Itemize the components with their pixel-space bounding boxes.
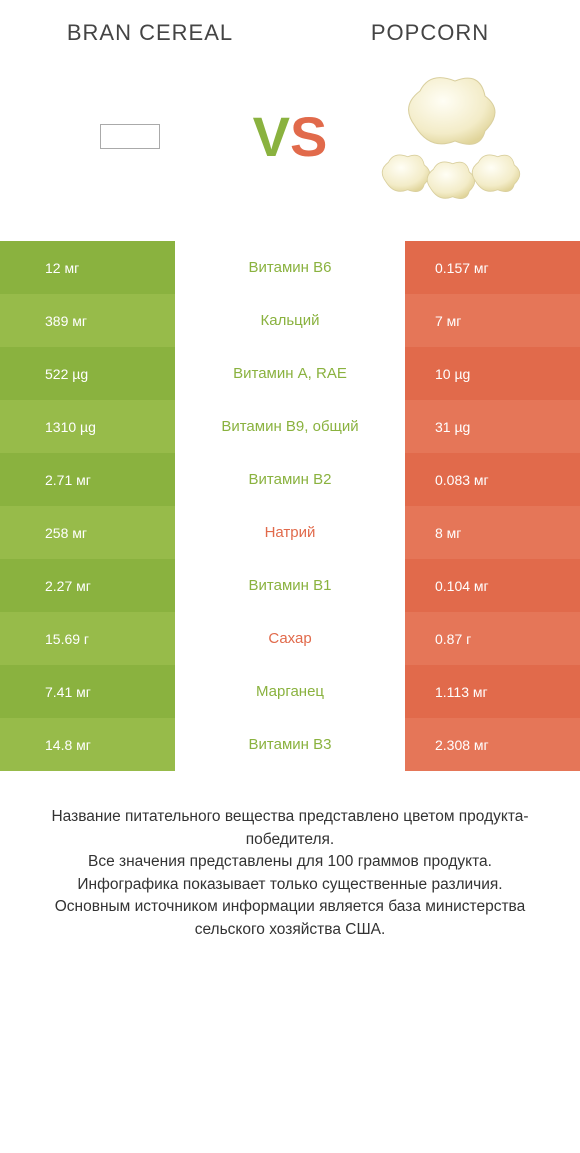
- left-value: 14.8 мг: [0, 718, 175, 771]
- left-value: 12 мг: [0, 241, 175, 294]
- right-value: 0.87 г: [405, 612, 580, 665]
- left-image-placeholder: [100, 124, 160, 149]
- nutrient-label: Кальций: [175, 294, 405, 347]
- table-row: 7.41 мгМарганец1.113 мг: [0, 665, 580, 718]
- right-value: 8 мг: [405, 506, 580, 559]
- right-product-header: POPCORN: [330, 20, 530, 46]
- right-value: 0.083 мг: [405, 453, 580, 506]
- left-value: 7.41 мг: [0, 665, 175, 718]
- nutrient-label: Витамин B3: [175, 718, 405, 771]
- right-value: 0.104 мг: [405, 559, 580, 612]
- nutrient-label: Витамин B6: [175, 241, 405, 294]
- header: BRAN CEREAL POPCORN: [0, 0, 580, 46]
- left-title: BRAN CEREAL: [50, 20, 250, 46]
- table-row: 258 мгНатрий8 мг: [0, 506, 580, 559]
- nutrient-label: Сахар: [175, 612, 405, 665]
- vs-label: VS: [253, 104, 328, 169]
- table-row: 389 мгКальций7 мг: [0, 294, 580, 347]
- footer-line: Все значения представлены для 100 граммо…: [25, 851, 555, 873]
- table-row: 15.69 гСахар0.87 г: [0, 612, 580, 665]
- nutrient-label: Витамин B1: [175, 559, 405, 612]
- nutrient-label: Витамин B9, общий: [175, 400, 405, 453]
- nutrient-label: Витамин B2: [175, 453, 405, 506]
- nutrient-label: Натрий: [175, 506, 405, 559]
- right-title: POPCORN: [330, 20, 530, 46]
- left-image-slot: [50, 56, 210, 216]
- popcorn-icon: [370, 61, 530, 211]
- table-row: 14.8 мгВитамин B32.308 мг: [0, 718, 580, 771]
- comparison-table: 12 мгВитамин B60.157 мг389 мгКальций7 мг…: [0, 241, 580, 771]
- left-value: 522 µg: [0, 347, 175, 400]
- left-value: 2.71 мг: [0, 453, 175, 506]
- right-value: 2.308 мг: [405, 718, 580, 771]
- right-value: 10 µg: [405, 347, 580, 400]
- left-value: 389 мг: [0, 294, 175, 347]
- footer-line: Название питательного вещества представл…: [25, 806, 555, 851]
- right-value: 0.157 мг: [405, 241, 580, 294]
- image-row: VS: [0, 46, 580, 241]
- left-product-header: BRAN CEREAL: [50, 20, 250, 46]
- left-value: 15.69 г: [0, 612, 175, 665]
- nutrient-label: Марганец: [175, 665, 405, 718]
- right-value: 7 мг: [405, 294, 580, 347]
- table-row: 12 мгВитамин B60.157 мг: [0, 241, 580, 294]
- table-row: 2.71 мгВитамин B20.083 мг: [0, 453, 580, 506]
- nutrient-label: Витамин A, RAE: [175, 347, 405, 400]
- left-value: 258 мг: [0, 506, 175, 559]
- right-value: 1.113 мг: [405, 665, 580, 718]
- footer-line: Основным источником информации является …: [25, 896, 555, 941]
- vs-s: S: [290, 105, 327, 168]
- footer-notes: Название питательного вещества представл…: [0, 771, 580, 941]
- left-value: 1310 µg: [0, 400, 175, 453]
- footer-line: Инфографика показывает только существенн…: [25, 874, 555, 896]
- vs-v: V: [253, 105, 290, 168]
- table-row: 2.27 мгВитамин B10.104 мг: [0, 559, 580, 612]
- right-value: 31 µg: [405, 400, 580, 453]
- table-row: 1310 µgВитамин B9, общий31 µg: [0, 400, 580, 453]
- right-image-slot: [370, 56, 530, 216]
- table-row: 522 µgВитамин A, RAE10 µg: [0, 347, 580, 400]
- left-value: 2.27 мг: [0, 559, 175, 612]
